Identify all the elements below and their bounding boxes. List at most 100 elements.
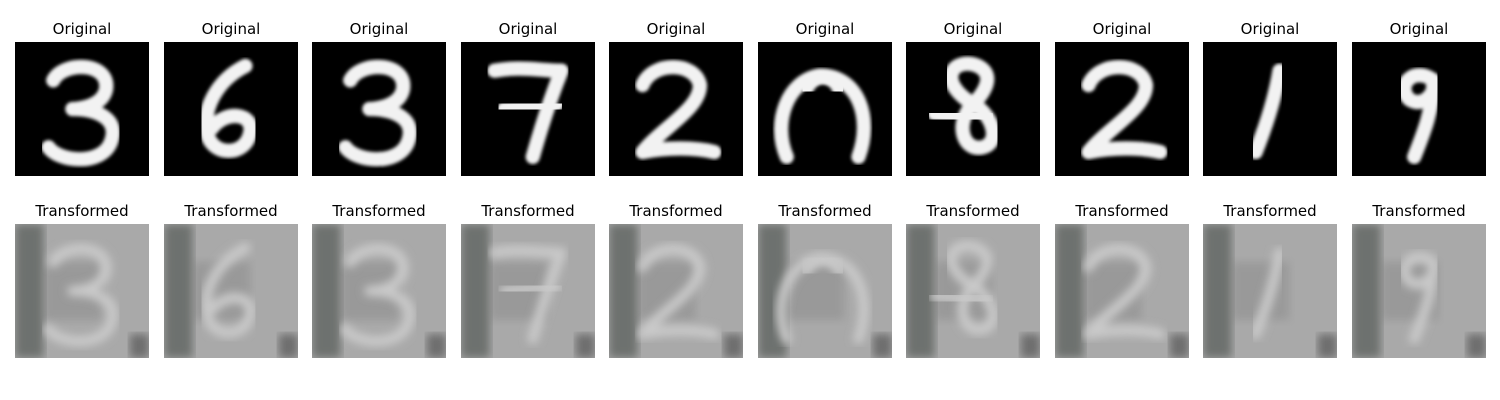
panel-title: Transformed (926, 202, 1020, 220)
original-digit-image (1055, 42, 1189, 176)
digit-stroke (946, 240, 999, 335)
artifact-corner (278, 334, 298, 358)
artifact-corner (1020, 334, 1040, 358)
digit-stroke (340, 243, 415, 347)
panel-title: Transformed (184, 202, 278, 220)
digit-stroke (1399, 252, 1440, 345)
artifact-band (1055, 224, 1084, 358)
digit-stroke (944, 56, 1001, 155)
transformed-image-tile (609, 224, 743, 358)
artifact-corner (1466, 334, 1486, 358)
artifact-band (461, 224, 490, 358)
original-image-tile (906, 42, 1040, 176)
original-digit-image (758, 42, 892, 176)
digit-stroke (1248, 63, 1287, 160)
transformed-image-tile (312, 224, 446, 358)
digit-stroke (1083, 243, 1166, 340)
transformed-image-tile (164, 224, 298, 358)
original-digit-image (312, 42, 446, 176)
artifact-corner (1317, 334, 1337, 358)
digit-stroke (1250, 247, 1285, 340)
artifact-corner (129, 334, 149, 358)
artifact-corner (1169, 334, 1189, 358)
original-image-tile (609, 42, 743, 176)
panel-title: Transformed (629, 202, 723, 220)
panel-title: Original (646, 20, 706, 38)
panel-title: Transformed (481, 202, 575, 220)
digit-stroke (498, 280, 562, 297)
digit-stroke (929, 290, 993, 306)
digit-stroke (200, 242, 256, 339)
transformed-digit-image (1203, 224, 1337, 358)
original-image-tile (1055, 42, 1189, 176)
digit-stroke (1397, 68, 1442, 165)
digit-stroke (489, 245, 567, 345)
original-digit-image (609, 42, 743, 176)
digit-stroke (199, 58, 258, 158)
artifact-corner (575, 334, 595, 358)
panel-title: Original (943, 20, 1003, 38)
transformed-digit-image (1055, 224, 1189, 358)
artifact-band (15, 224, 44, 358)
transformed-image-tile (15, 224, 149, 358)
artifact-band (312, 224, 341, 358)
original-digit-image (906, 42, 1040, 176)
panel-title: Original (201, 20, 261, 38)
original-image-tile (758, 42, 892, 176)
panel-title: Original (795, 20, 855, 38)
original-digit-image (1203, 42, 1337, 176)
transformed-digit-image (164, 224, 298, 358)
digit-stroke (637, 243, 720, 340)
transformed-digit-image (609, 224, 743, 358)
transformed-image-tile (758, 224, 892, 358)
digit-stroke (41, 59, 120, 167)
original-digit-image (164, 42, 298, 176)
transformed-digit-image (1352, 224, 1486, 358)
panel-title: Original (1389, 20, 1449, 38)
original-digit-image (1352, 42, 1486, 176)
digit-stroke (927, 106, 995, 126)
digit-stroke (1081, 59, 1168, 160)
original-image-tile (15, 42, 149, 176)
artifact-corner (426, 334, 446, 358)
digit-stroke (635, 59, 722, 160)
panel-title: Original (52, 20, 112, 38)
digit-stroke (800, 254, 845, 278)
transformed-image-tile (461, 224, 595, 358)
transformed-image-tile (1352, 224, 1486, 358)
transformed-digit-image (15, 224, 149, 358)
original-image-tile (164, 42, 298, 176)
digit-stroke (338, 59, 417, 167)
original-digit-image (15, 42, 149, 176)
panel-title: Transformed (1372, 202, 1466, 220)
transformed-image-tile (1055, 224, 1189, 358)
transformed-digit-image (758, 224, 892, 358)
transformed-digit-image (461, 224, 595, 358)
digit-stroke (487, 61, 569, 165)
artifact-band (1352, 224, 1381, 358)
panel-title: Transformed (778, 202, 872, 220)
transformed-digit-image (906, 224, 1040, 358)
original-image-tile (1203, 42, 1337, 176)
transformed-image-tile (1203, 224, 1337, 358)
artifact-corner (723, 334, 743, 358)
panel-title: Original (349, 20, 409, 38)
artifact-band (609, 224, 638, 358)
digit-stroke (496, 97, 564, 117)
artifact-band (906, 224, 935, 358)
artifact-corner (872, 334, 892, 358)
transformed-digit-image (312, 224, 446, 358)
original-image-tile (312, 42, 446, 176)
digit-stroke (43, 243, 118, 347)
original-image-tile (461, 42, 595, 176)
panel-title: Original (498, 20, 558, 38)
panel-title: Transformed (1223, 202, 1317, 220)
panel-title: Original (1092, 20, 1152, 38)
panel-title: Original (1240, 20, 1300, 38)
transformed-image-tile (906, 224, 1040, 358)
panel-title: Transformed (332, 202, 426, 220)
artifact-band (164, 224, 193, 358)
original-image-tile (1352, 42, 1486, 176)
artifact-band (1203, 224, 1232, 358)
digit-stroke (798, 70, 847, 98)
